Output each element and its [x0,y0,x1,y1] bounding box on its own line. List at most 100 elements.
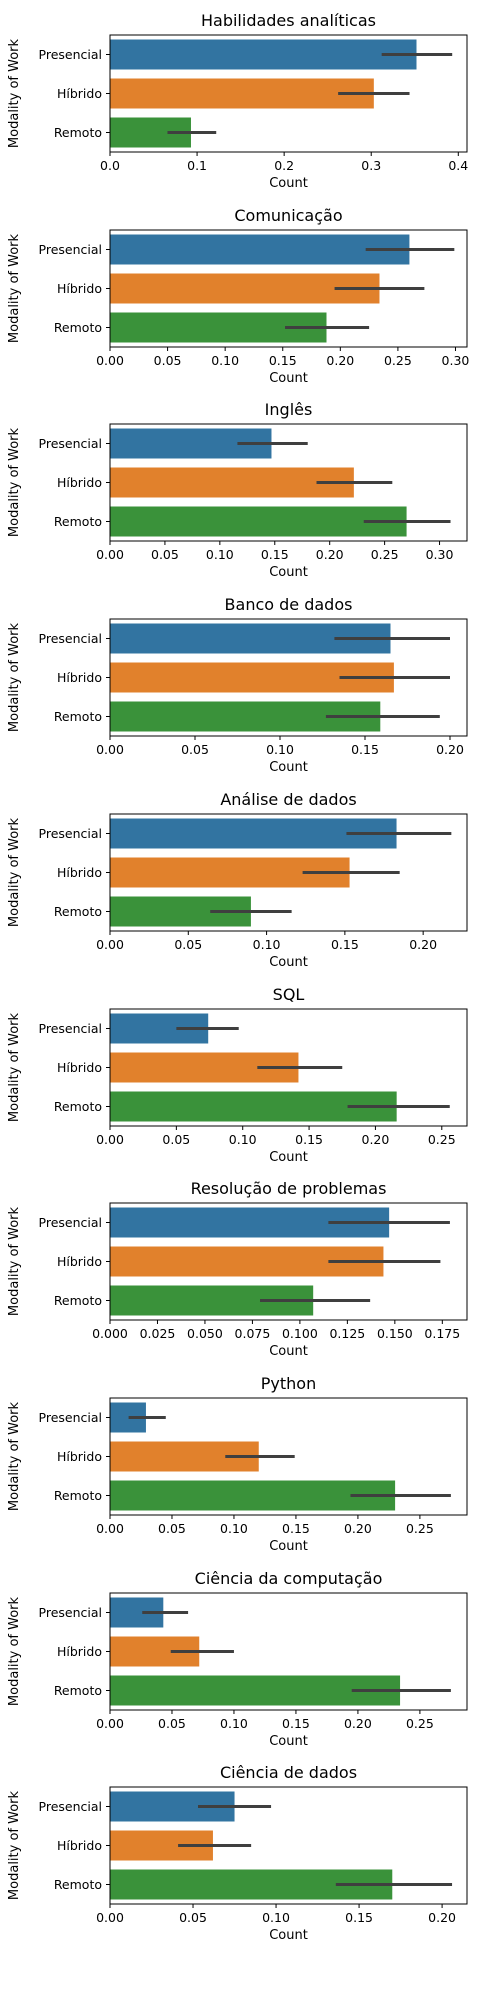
y-tick-label-remoto: Remoto [54,1099,102,1114]
axes-frame [109,1202,468,1321]
bar-hibrido [110,78,374,109]
y-tick-label-hibrido: Híbrido [57,1644,102,1659]
chart-title: Python [261,1374,316,1393]
y-tick-label-remoto: Remoto [54,1488,102,1503]
chart-panel-banco-de-dados: Banco de dados Presencial Híbrido Remoto 0.0… [7,595,468,775]
x-tick-label: 0.15 [261,547,289,562]
x-tick-label: 0.3 [361,158,381,173]
x-axis-label: Count [269,371,308,386]
axes-frame [109,34,468,153]
x-tick-label: 0.4 [448,158,468,173]
bar-remoto [110,506,407,537]
y-axis-label: Modality of Work [7,1012,22,1122]
x-tick-label: 0.1 [187,158,207,173]
x-tick-label: 0.25 [406,1521,434,1536]
y-tick-label-presencial: Presencial [39,631,102,646]
x-tick-label: 0.10 [262,1910,290,1925]
x-tick-label: 0.15 [269,353,297,368]
x-tick-label: 0.00 [96,1132,124,1147]
axes-frame [109,618,468,737]
x-axis-label: Count [269,565,308,580]
x-tick-label: 0.10 [266,742,294,757]
chart-title: Inglês [265,400,313,419]
chart-panel-ingles: Inglês Presencial Híbrido Remoto 0.00 0.05 0.1… [7,400,468,580]
x-tick-label: 0.150 [377,1326,413,1341]
y-tick-label-presencial: Presencial [39,1799,102,1814]
x-tick-label: 0.05 [158,1716,186,1731]
x-tick-label: 0.10 [229,1132,257,1147]
axes-frame [109,1592,468,1711]
x-tick-label: 0.2 [274,158,294,173]
x-tick-label: 0.20 [326,353,354,368]
chart-panel-analise-de-dados: Análise de dados Presencial Híbrido Remoto 0… [7,790,468,970]
x-tick-label: 0.10 [220,1716,248,1731]
y-tick-label-hibrido: Híbrido [57,1060,102,1075]
x-tick-label: 0.10 [206,547,234,562]
y-axis-label: Modality of Work [7,1206,22,1316]
bar-presencial [110,234,410,265]
chart-panel-comunicacao: Comunicação Presencial Híbrido Remoto 0.00 0.… [7,206,469,386]
y-tick-label-presencial: Presencial [39,436,102,451]
chart-panel-sql: SQL Presencial Híbrido Remoto 0.00 0.05 0.10 0.… [7,985,468,1165]
x-tick-label: 0.00 [96,742,124,757]
x-tick-label: 0.05 [181,742,209,757]
y-tick-label-presencial: Presencial [39,1215,102,1230]
x-tick-label: 0.30 [442,353,470,368]
chart-panel-ciencia-da-computacao: Ciência da computação Presencial Híbrido Re… [7,1569,468,1749]
chart-panel-ciencia-de-dados: Ciência de dados Presencial Híbrido Remoto 0… [7,1763,468,1943]
x-tick-label: 0.20 [409,937,437,952]
x-tick-label: 0.00 [96,353,124,368]
bar-presencial [110,39,417,70]
y-axis-label: Modality of Work [7,1596,22,1706]
x-tick-label: 0.10 [253,937,281,952]
y-axis-label: Modality of Work [7,817,22,927]
x-tick-label: 0.0 [100,158,120,173]
x-tick-label: 0.05 [158,1521,186,1536]
chart-panel-python: Python Presencial Híbrido Remoto 0.00 0.05 0.1… [7,1374,468,1554]
y-tick-label-hibrido: Híbrido [57,475,102,490]
x-tick-label: 0.00 [96,1521,124,1536]
y-axis-label: Modality of Work [7,233,22,343]
x-tick-label: 0.05 [151,547,179,562]
y-tick-label-remoto: Remoto [54,1293,102,1308]
chart-title: Comunicação [234,206,342,225]
chart-title: SQL [273,985,305,1004]
x-tick-label: 0.100 [282,1326,318,1341]
bar-hibrido [110,467,354,498]
y-tick-label-presencial: Presencial [39,1605,102,1620]
x-tick-label: 0.20 [344,1521,372,1536]
y-tick-label-presencial: Presencial [39,1410,102,1425]
y-tick-label-remoto: Remoto [54,1877,102,1892]
x-tick-label: 0.30 [426,547,454,562]
axes-frame [109,1786,468,1905]
x-tick-label: 0.20 [428,1910,456,1925]
y-axis-label: Modality of Work [7,427,22,537]
x-tick-label: 0.15 [282,1716,310,1731]
y-axis-label: Modality of Work [7,38,22,148]
axes-frame [109,423,468,542]
x-tick-label: 0.20 [344,1716,372,1731]
y-axis-label: Modality of Work [7,1790,22,1900]
x-tick-label: 0.025 [140,1326,176,1341]
x-tick-label: 0.000 [92,1326,128,1341]
x-tick-label: 0.125 [329,1326,365,1341]
x-tick-label: 0.05 [174,937,202,952]
x-axis-label: Count [269,1928,308,1943]
x-tick-label: 0.05 [154,353,182,368]
x-axis-label: Count [269,1344,308,1359]
x-tick-label: 0.10 [220,1521,248,1536]
bar-remoto [110,1480,396,1511]
y-tick-label-presencial: Presencial [39,242,102,257]
chart-panel-resolucao-de-problemas: Resolução de problemas Presencial Híbrido R… [7,1179,468,1359]
x-tick-label: 0.00 [96,547,124,562]
chart-title: Banco de dados [225,595,353,614]
y-tick-label-remoto: Remoto [54,514,102,529]
x-tick-label: 0.20 [316,547,344,562]
x-tick-label: 0.15 [282,1521,310,1536]
y-tick-label-hibrido: Híbrido [57,86,102,101]
y-tick-label-presencial: Presencial [39,1021,102,1036]
x-tick-label: 0.00 [96,937,124,952]
y-tick-label-hibrido: Híbrido [57,1449,102,1464]
axes-frame [109,813,468,932]
